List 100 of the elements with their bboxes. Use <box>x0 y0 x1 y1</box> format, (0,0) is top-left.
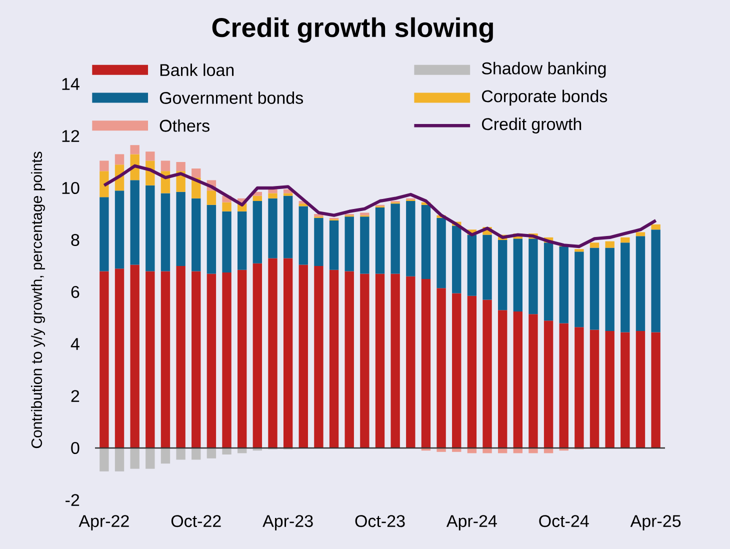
bar <box>268 189 278 194</box>
bar <box>100 171 109 198</box>
bar <box>421 278 431 448</box>
bar <box>390 274 400 448</box>
bar <box>528 238 538 314</box>
bar <box>222 211 232 272</box>
bar <box>176 162 186 172</box>
x-tick-label: Oct-22 <box>171 515 221 528</box>
bar <box>268 193 278 198</box>
y-axis-title: Contribution to y/y growth, percentage points <box>31 152 45 448</box>
bar <box>651 224 660 230</box>
bar <box>192 448 201 460</box>
bar <box>590 248 600 330</box>
bar <box>452 293 462 448</box>
bar <box>100 271 109 448</box>
bar <box>636 232 646 236</box>
bar <box>651 230 660 332</box>
x-tick-label: Apr-22 <box>78 515 129 530</box>
legend-label: Credit growth <box>482 118 582 134</box>
y-tick-label: 12 <box>62 130 80 142</box>
bar <box>482 300 492 448</box>
y-tick-label: 2 <box>71 390 80 402</box>
bar <box>283 193 293 196</box>
bar <box>559 246 568 324</box>
bar <box>498 310 508 448</box>
bar <box>252 263 262 448</box>
bar <box>636 236 646 331</box>
bar <box>130 448 140 469</box>
bar <box>146 152 155 161</box>
bar <box>192 271 201 448</box>
bar <box>421 204 431 279</box>
bar <box>222 448 232 454</box>
y-tick-label: 8 <box>71 234 80 246</box>
bar <box>360 216 370 274</box>
bar <box>283 258 293 448</box>
bar <box>590 242 600 248</box>
bar <box>176 266 186 448</box>
bar <box>620 242 630 332</box>
bar <box>375 274 385 448</box>
bar <box>130 145 140 154</box>
bar <box>498 240 508 310</box>
bar <box>574 249 584 252</box>
bar <box>390 204 400 274</box>
bar <box>206 190 216 205</box>
y-tick-label: 4 <box>70 338 80 350</box>
bar <box>176 448 186 460</box>
x-tick-label: Apr-23 <box>262 515 313 530</box>
bar <box>146 185 155 272</box>
bar <box>482 448 492 454</box>
bar <box>100 197 109 272</box>
bar <box>406 276 416 448</box>
bar <box>513 238 522 312</box>
bar <box>130 180 140 265</box>
bar <box>268 198 278 258</box>
bar <box>559 323 568 448</box>
y-tick-label: 10 <box>62 182 80 194</box>
bar <box>114 268 124 448</box>
bar <box>528 314 538 448</box>
bar <box>544 242 554 321</box>
bar <box>222 272 232 448</box>
bar <box>406 200 416 276</box>
bar <box>436 448 446 452</box>
bar <box>252 200 262 264</box>
bar <box>620 237 630 243</box>
bar <box>314 218 324 266</box>
bar <box>590 330 600 448</box>
bar <box>314 266 324 448</box>
bar <box>360 274 370 448</box>
bar <box>160 193 170 272</box>
bar <box>544 320 554 448</box>
bar <box>360 212 370 216</box>
x-tick-label: Oct-23 <box>355 515 405 528</box>
bar <box>636 330 646 448</box>
bar <box>467 296 477 448</box>
bar <box>176 192 186 266</box>
legend-label: Shadow banking <box>482 62 606 78</box>
bar <box>528 448 538 454</box>
bar <box>238 211 247 270</box>
bar <box>206 448 216 458</box>
bar <box>605 241 614 248</box>
bar <box>252 196 262 201</box>
bar <box>114 190 124 269</box>
bar <box>605 248 614 331</box>
bar <box>283 196 293 258</box>
bar <box>574 327 584 448</box>
bar <box>467 234 477 296</box>
y-tick-label: 14 <box>62 78 80 90</box>
bar <box>238 270 247 448</box>
x-tick-label: Apr-24 <box>446 515 497 530</box>
bar <box>574 252 584 328</box>
bar <box>344 271 354 448</box>
y-tick-label: -2 <box>66 494 80 506</box>
y-tick-label: 6 <box>71 286 80 298</box>
bar <box>114 154 124 165</box>
bar <box>513 311 522 448</box>
bar <box>452 226 462 294</box>
bar <box>222 202 232 212</box>
bar <box>329 220 339 270</box>
bar <box>160 160 170 172</box>
y-tick-label: 0 <box>71 442 80 454</box>
